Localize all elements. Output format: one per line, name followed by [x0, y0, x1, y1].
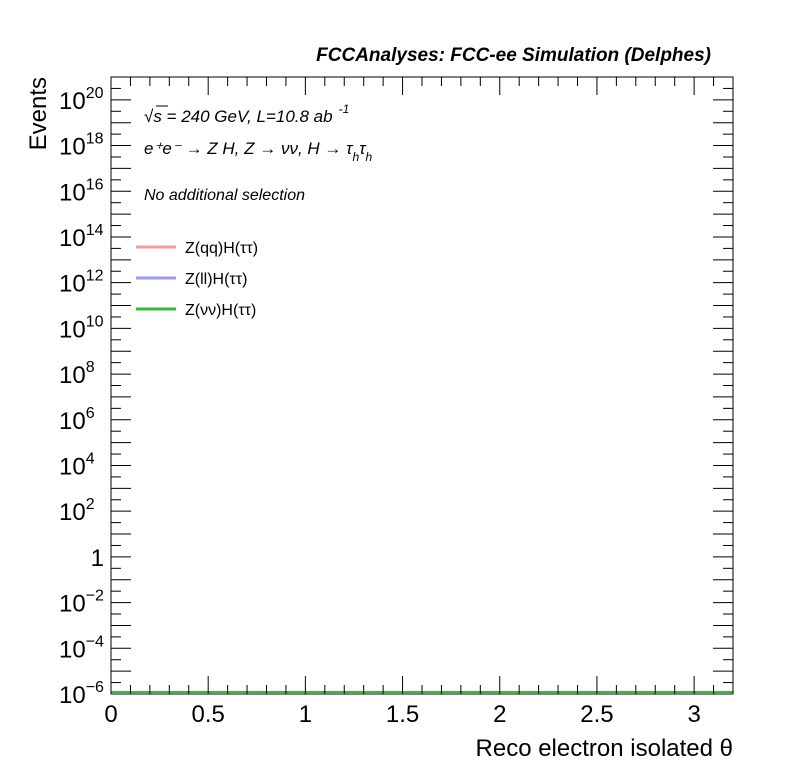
y-tick-label: 102 [59, 496, 95, 526]
chart-title: FCCAnalyses: FCC-ee Simulation (Delphes) [316, 45, 711, 66]
axis-ticks [110, 76, 734, 695]
legend: Z(qq)H(ττ) Z(ll)H(ττ) Z(νν)H(ττ) [136, 240, 258, 319]
svg-text:√s = 240 GeV, L=10.8 ab-1: √s = 240 GeV, L=10.8 ab -1 [144, 102, 349, 126]
y-tick-label: 1010 [59, 313, 104, 343]
x-tick-label: 1.5 [386, 701, 419, 728]
energy-text: √s = 240 GeV, L=10.8 ab [144, 107, 333, 126]
y-tick-label: 106 [59, 405, 95, 435]
x-tick-label: 0.5 [192, 701, 225, 728]
y-tick-label: 10−2 [59, 588, 104, 618]
legend-label-2: Z(ll)H(ττ) [185, 271, 247, 288]
y-tick-label: 1018 [59, 131, 104, 161]
tick-labels: 0 0.5 1 1.5 2 2.5 3 10−6 10−4 10−2 1 102 104 106 108 10… [59, 85, 701, 728]
y-tick-label: 1020 [59, 85, 104, 115]
y-tick-label: 104 [59, 450, 95, 480]
annotation-energy: √s = 240 GeV, L=10.8 ab -1 [144, 102, 349, 126]
x-tick-label: 2 [493, 701, 506, 728]
x-tick-label: 2.5 [580, 701, 613, 728]
plot-frame [110, 76, 734, 695]
y-axis-label: Events [25, 77, 52, 150]
annotation-selection: No additional selection [144, 187, 305, 204]
x-tick-label: 1 [299, 701, 312, 728]
process-subscript-1: h [353, 150, 360, 164]
x-axis-label: Reco electron isolated θ [476, 735, 733, 762]
legend-label-1: Z(qq)H(ττ) [185, 240, 258, 257]
x-tick-label: 3 [687, 701, 700, 728]
energy-superscript: -1 [339, 102, 350, 116]
y-tick-label: 10−4 [59, 633, 104, 663]
process-tau-2: τ [359, 139, 367, 158]
annotation-process: e⁺e⁻ → Z H, Z → νν, H → τhτh [144, 139, 373, 164]
y-tick-label: 1016 [59, 176, 104, 206]
svg-text:e⁺e⁻ → Z H, Z → νν, H → τhτh: e⁺e⁻ → Z H, Z → νν, H → τhτh [144, 139, 373, 164]
y-tick-label: 108 [59, 359, 95, 389]
legend-label-3: Z(νν)H(ττ) [185, 302, 256, 319]
x-tick-label: 0 [104, 701, 117, 728]
y-tick-label: 1 [91, 545, 104, 572]
y-tick-label: 1012 [59, 268, 104, 298]
process-subscript-2: h [366, 150, 373, 164]
process-text: e⁺e⁻ → Z H, Z → νν, H → τ [144, 139, 354, 158]
y-tick-label: 1014 [59, 222, 104, 252]
y-tick-label: 10−6 [59, 679, 104, 709]
